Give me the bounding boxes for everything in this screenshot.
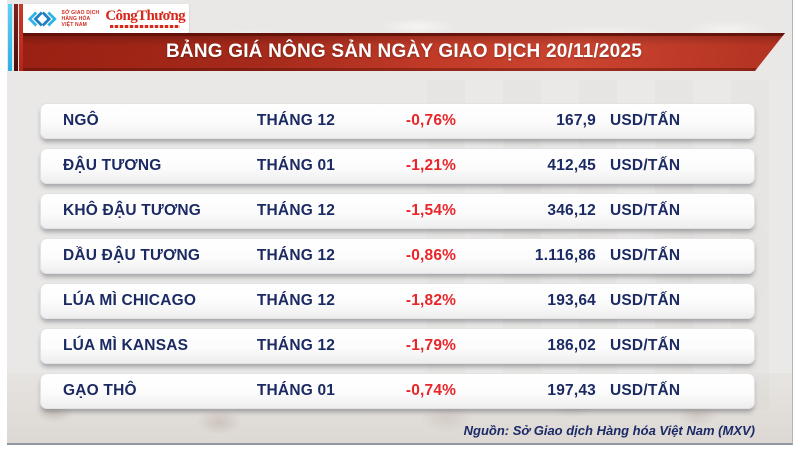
price-value: 186,02 [547, 337, 596, 354]
table-row: KHÔ ĐẬU TƯƠNG THÁNG 12 -1,54% 346,12 USD… [40, 193, 755, 229]
source-credit: Nguồn: Sở Giao dịch Hàng hóa Việt Nam (M… [463, 423, 755, 438]
commodity-name: DẦU ĐẬU TƯƠNG [63, 247, 201, 264]
price-value: 346,12 [547, 202, 596, 219]
price-unit: USD/TẤN [610, 202, 681, 219]
contract-month: THÁNG 12 [256, 247, 336, 264]
commodity-name: ĐẬU TƯƠNG [63, 157, 162, 174]
congthuong-tagline [110, 25, 181, 28]
left-stripe-maroon [14, 4, 18, 71]
percent-change: -1,21% [405, 157, 457, 174]
contract-month: THÁNG 12 [256, 292, 336, 309]
price-unit: USD/TẤN [610, 337, 681, 354]
table-row: NGÔ THÁNG 12 -0,76% 167,9 USD/TẤN [40, 103, 755, 139]
price-unit: USD/TẤN [610, 247, 681, 264]
congthuong-logo: CôngThương [105, 8, 186, 28]
page-title: BẢNG GIÁ NÔNG SẢN NGÀY GIAO DỊCH 20/11/2… [166, 41, 642, 62]
commodity-name: KHÔ ĐẬU TƯƠNG [63, 202, 202, 219]
price-unit: USD/TẤN [610, 292, 681, 309]
table-row: ĐẬU TƯƠNG THÁNG 01 -1,21% 412,45 USD/TẤN [40, 148, 755, 184]
price-table: NGÔ THÁNG 12 -0,76% 167,9 USD/TẤN ĐẬU TƯ… [40, 103, 755, 409]
percent-change: -1,54% [405, 202, 457, 219]
logo-bar: SỞ GIAO DỊCH HÀNG HÓA VIỆT NAM CôngThươn… [23, 4, 189, 33]
price-unit: USD/TẤN [610, 112, 681, 129]
contract-month: THÁNG 01 [256, 157, 336, 174]
commodity-name: LÚA MÌ KANSAS [63, 337, 189, 354]
price-value: 197,43 [547, 382, 596, 399]
percent-change: -1,82% [405, 292, 457, 309]
commodity-name: GẠO THÔ [63, 382, 137, 399]
percent-change: -0,76% [405, 112, 457, 129]
left-stripe-blue [8, 4, 12, 71]
left-stripe-red [19, 4, 23, 71]
percent-change: -1,79% [405, 337, 457, 354]
table-row: DẦU ĐẬU TƯƠNG THÁNG 12 -0,86% 1.116,86 U… [40, 238, 755, 274]
title-banner: BẢNG GIÁ NÔNG SẢN NGÀY GIAO DỊCH 20/11/2… [23, 33, 785, 71]
table-row: LÚA MÌ CHICAGO THÁNG 12 -1,82% 193,64 US… [40, 283, 755, 319]
contract-month: THÁNG 12 [256, 202, 336, 219]
mxv-logo-text: SỞ GIAO DỊCH HÀNG HÓA VIỆT NAM [62, 10, 100, 28]
price-unit: USD/TẤN [610, 382, 681, 399]
price-value: 412,45 [547, 157, 596, 174]
percent-change: -0,86% [405, 247, 457, 264]
table-row: GẠO THÔ THÁNG 01 -0,74% 197,43 USD/TẤN [40, 373, 755, 409]
price-value: 1.116,86 [534, 247, 596, 264]
mxv-logo-line: HÀNG HÓA [61, 15, 91, 22]
contract-month: THÁNG 01 [256, 382, 336, 399]
mxv-logo-line: SỞ GIAO DỊCH [61, 9, 100, 16]
contract-month: THÁNG 12 [256, 337, 336, 354]
percent-change: -0,74% [405, 382, 457, 399]
commodity-name: LÚA MÌ CHICAGO [63, 292, 197, 309]
mxv-logo-line: VIỆT NAM [61, 21, 88, 28]
price-unit: USD/TẤN [610, 157, 681, 174]
congthuong-logo-text: CôngThương [105, 8, 185, 24]
mxv-logo-icon [27, 11, 57, 26]
price-value: 167,9 [556, 112, 596, 129]
contract-month: THÁNG 12 [256, 112, 336, 129]
commodity-name: NGÔ [63, 112, 99, 129]
price-value: 193,64 [547, 292, 596, 309]
table-row: LÚA MÌ KANSAS THÁNG 12 -1,79% 186,02 USD… [40, 328, 755, 364]
